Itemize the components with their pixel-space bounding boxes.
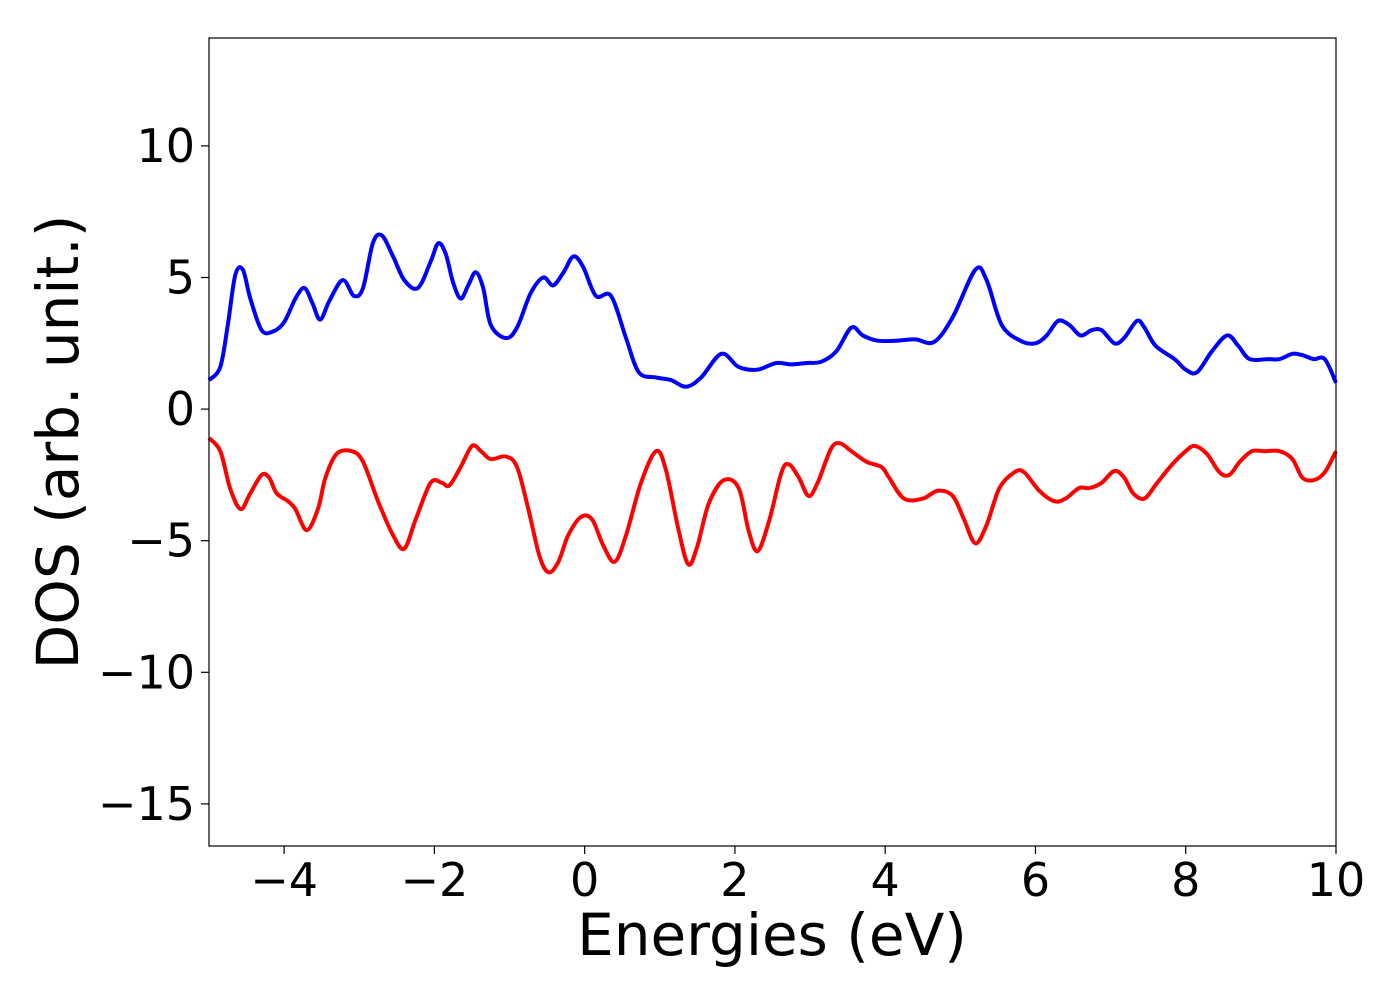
y-tick-label: −10	[98, 645, 195, 699]
y-tick-label: −15	[98, 777, 195, 831]
y-axis: 10 5 0 −5 −10 −15	[98, 119, 209, 831]
x-tick-label: 6	[1021, 853, 1050, 907]
y-tick-label: 5	[166, 251, 195, 305]
series-line-1	[207, 232, 1338, 389]
y-tick-label: 0	[166, 382, 195, 436]
y-axis-label: DOS (arb. unit.)	[24, 215, 92, 670]
plot-background	[209, 38, 1336, 846]
x-tick-label: 4	[871, 853, 900, 907]
x-tick-label: 10	[1307, 853, 1366, 907]
x-tick-label: 8	[1171, 853, 1200, 907]
x-axis: −4 −2 0 2 4 6 8 10	[250, 846, 1365, 907]
x-tick-label: −2	[400, 853, 468, 907]
series-layer	[207, 232, 1338, 575]
y-tick-label: 10	[136, 119, 195, 173]
x-tick-label: 2	[720, 853, 749, 907]
x-tick-label: 0	[570, 853, 599, 907]
plot-frame	[208, 37, 1337, 847]
x-axis-label: Energies (eV)	[577, 901, 967, 969]
x-tick-label: −4	[250, 853, 318, 907]
y-tick-label: −5	[127, 514, 195, 568]
series-line-2	[207, 436, 1338, 575]
